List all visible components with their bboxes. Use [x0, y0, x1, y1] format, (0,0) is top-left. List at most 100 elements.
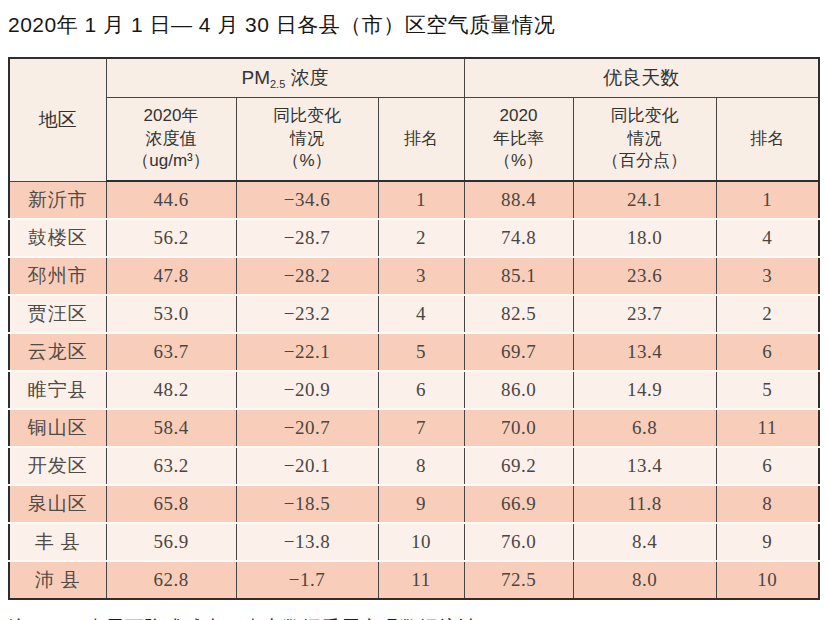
pm-change-cell: −28.2 [236, 257, 378, 295]
gd-change-cell: 18.0 [573, 219, 716, 257]
table-row: 邳州市 47.8 −28.2 3 85.1 23.6 3 [9, 257, 819, 295]
table-row: 丰 县 56.9 −13.8 10 76.0 8.4 9 [9, 523, 819, 561]
pm-rank-cell: 10 [378, 523, 464, 561]
table-row: 睢宁县 48.2 −20.9 6 86.0 14.9 5 [9, 371, 819, 409]
gd-change-cell: 6.8 [573, 409, 716, 447]
gd-ratio-cell: 69.7 [464, 333, 573, 371]
region-cell: 贾汪区 [9, 295, 106, 333]
pm25-label-suffix: 浓度 [285, 67, 328, 88]
header-good-days-group: 优良天数 [464, 58, 819, 98]
pm-change-cell: −20.1 [236, 447, 378, 485]
pm-rank-cell: 5 [378, 333, 464, 371]
air-quality-table: 地区 PM2.5 浓度 优良天数 2020年 浓度值 （ug/m³） 同比变化 … [8, 57, 820, 600]
pm-value-cell: 48.2 [106, 371, 236, 409]
table-row: 鼓楼区 56.2 −28.7 2 74.8 18.0 4 [9, 219, 819, 257]
gd-ratio-cell: 70.0 [464, 409, 573, 447]
gd-rank-cell: 11 [716, 409, 819, 447]
header-gd-ratio: 2020 年比率 （%） [464, 98, 573, 182]
pm-value-cell: 62.8 [106, 561, 236, 599]
region-cell: 云龙区 [9, 333, 106, 371]
header-pm-change: 同比变化 情况 （%） [236, 98, 378, 182]
pm-value-cell: 63.2 [106, 447, 236, 485]
gd-ratio-cell: 85.1 [464, 257, 573, 295]
gd-ratio-cell: 69.2 [464, 447, 573, 485]
pm-value-cell: 65.8 [106, 485, 236, 523]
page-title: 2020年 1 月 1 日— 4 月 30 日各县（市）区空气质量情况 [0, 0, 825, 38]
pm25-label-subscript: 2.5 [270, 78, 285, 90]
gd-ratio-cell: 86.0 [464, 371, 573, 409]
table-row: 贾汪区 53.0 −23.2 4 82.5 23.7 2 [9, 295, 819, 333]
pm-rank-cell: 7 [378, 409, 464, 447]
header-region: 地区 [9, 58, 106, 181]
pm-value-cell: 56.9 [106, 523, 236, 561]
header-pm-rank: 排名 [378, 98, 464, 182]
region-cell: 新沂市 [9, 181, 106, 219]
header-gd-rank: 排名 [716, 98, 819, 182]
gd-rank-cell: 2 [716, 295, 819, 333]
table-row: 开发区 63.2 −20.1 8 69.2 13.4 6 [9, 447, 819, 485]
pm-change-cell: −13.8 [236, 523, 378, 561]
article-page: 2020年 1 月 1 日— 4 月 30 日各县（市）区空气质量情况 地区 P… [0, 0, 825, 620]
gd-change-cell: 8.4 [573, 523, 716, 561]
gd-ratio-cell: 66.9 [464, 485, 573, 523]
gd-ratio-cell: 76.0 [464, 523, 573, 561]
header-pm25-group: PM2.5 浓度 [106, 58, 464, 98]
pm-value-cell: 44.6 [106, 181, 236, 219]
pm-rank-cell: 4 [378, 295, 464, 333]
region-cell: 丰 县 [9, 523, 106, 561]
pm-change-cell: −18.5 [236, 485, 378, 523]
pm-change-cell: −22.1 [236, 333, 378, 371]
pm-change-cell: −20.7 [236, 409, 378, 447]
pm-rank-cell: 2 [378, 219, 464, 257]
header-pm-value: 2020年 浓度值 （ug/m³） [106, 98, 236, 182]
pm-change-cell: −1.7 [236, 561, 378, 599]
gd-change-cell: 24.1 [573, 181, 716, 219]
gd-change-cell: 23.6 [573, 257, 716, 295]
region-cell: 泉山区 [9, 485, 106, 523]
gd-rank-cell: 9 [716, 523, 819, 561]
pm-change-cell: −28.7 [236, 219, 378, 257]
table-footnote: 注:1.“—”表示下降或减少;2.表中数据采用实况数据统计。 [8, 615, 825, 620]
gd-rank-cell: 6 [716, 447, 819, 485]
pm25-label-prefix: PM [241, 67, 270, 88]
gd-change-cell: 8.0 [573, 561, 716, 599]
gd-rank-cell: 1 [716, 181, 819, 219]
header-gd-change: 同比变化 情况 （百分点） [573, 98, 716, 182]
table-body: 新沂市 44.6 −34.6 1 88.4 24.1 1 鼓楼区 56.2 −2… [9, 181, 819, 599]
gd-rank-cell: 8 [716, 485, 819, 523]
gd-change-cell: 11.8 [573, 485, 716, 523]
table-row: 新沂市 44.6 −34.6 1 88.4 24.1 1 [9, 181, 819, 219]
pm-rank-cell: 6 [378, 371, 464, 409]
region-cell: 铜山区 [9, 409, 106, 447]
pm-value-cell: 63.7 [106, 333, 236, 371]
table-row: 沛 县 62.8 −1.7 11 72.5 8.0 10 [9, 561, 819, 599]
pm-change-cell: −23.2 [236, 295, 378, 333]
gd-rank-cell: 4 [716, 219, 819, 257]
gd-change-cell: 13.4 [573, 447, 716, 485]
pm-rank-cell: 3 [378, 257, 464, 295]
gd-ratio-cell: 88.4 [464, 181, 573, 219]
gd-change-cell: 13.4 [573, 333, 716, 371]
gd-ratio-cell: 82.5 [464, 295, 573, 333]
gd-rank-cell: 10 [716, 561, 819, 599]
gd-ratio-cell: 74.8 [464, 219, 573, 257]
pm-value-cell: 47.8 [106, 257, 236, 295]
gd-rank-cell: 6 [716, 333, 819, 371]
table-row: 铜山区 58.4 −20.7 7 70.0 6.8 11 [9, 409, 819, 447]
region-cell: 鼓楼区 [9, 219, 106, 257]
pm-value-cell: 58.4 [106, 409, 236, 447]
region-cell: 开发区 [9, 447, 106, 485]
gd-change-cell: 14.9 [573, 371, 716, 409]
table-header: 地区 PM2.5 浓度 优良天数 2020年 浓度值 （ug/m³） 同比变化 … [9, 58, 819, 181]
table-row: 泉山区 65.8 −18.5 9 66.9 11.8 8 [9, 485, 819, 523]
pm-value-cell: 56.2 [106, 219, 236, 257]
gd-rank-cell: 3 [716, 257, 819, 295]
pm-value-cell: 53.0 [106, 295, 236, 333]
pm-rank-cell: 11 [378, 561, 464, 599]
pm-rank-cell: 1 [378, 181, 464, 219]
region-cell: 睢宁县 [9, 371, 106, 409]
pm-change-cell: −20.9 [236, 371, 378, 409]
pm-change-cell: −34.6 [236, 181, 378, 219]
region-cell: 邳州市 [9, 257, 106, 295]
pm-rank-cell: 9 [378, 485, 464, 523]
